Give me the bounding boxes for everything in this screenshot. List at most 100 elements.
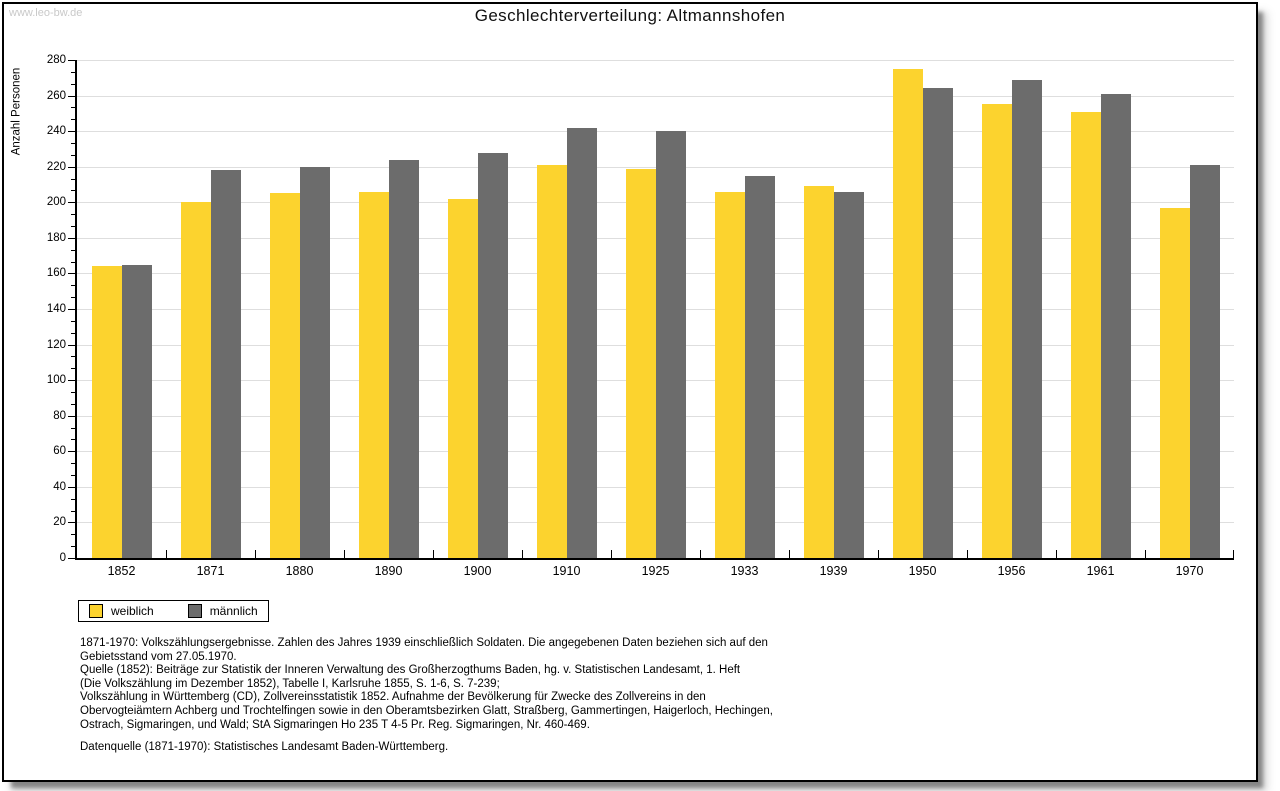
y-axis-minor-tick xyxy=(71,320,75,322)
y-axis-minor-tick xyxy=(71,178,75,180)
bar-weiblich-1871 xyxy=(180,202,211,558)
x-axis-tick xyxy=(700,550,701,558)
y-axis-minor-tick xyxy=(71,285,75,287)
bar-weiblich-1910 xyxy=(536,164,567,558)
datasource-line: Datenquelle (1871-1970): Statistisches L… xyxy=(80,741,449,753)
footer-note-line: Ostrach, Sigmaringen, und Wald; StA Sigm… xyxy=(80,718,590,731)
y-axis-tick-label: 260 xyxy=(46,89,66,102)
x-axis-tick xyxy=(878,550,879,558)
y-axis-tick xyxy=(68,415,75,417)
legend: weiblich männlich xyxy=(78,600,269,622)
y-axis-tick xyxy=(68,522,75,524)
y-axis-minor-tick xyxy=(71,214,75,216)
bar-männlich-1950 xyxy=(922,88,953,558)
x-axis-label: 1956 xyxy=(997,564,1026,578)
bar-weiblich-1890 xyxy=(358,191,389,558)
y-axis-tick xyxy=(68,380,75,382)
y-axis-minor-tick xyxy=(71,498,75,500)
x-axis-tick xyxy=(1233,550,1234,558)
y-axis-minor-tick xyxy=(71,475,75,476)
bar-männlich-1939 xyxy=(833,191,864,558)
x-axis-label: 1871 xyxy=(196,564,225,578)
x-axis-tick xyxy=(1145,550,1146,558)
bar-weiblich-1956 xyxy=(981,104,1012,558)
y-axis-minor-tick xyxy=(71,546,75,548)
bar-weiblich-1880 xyxy=(269,193,300,558)
x-axis-tick xyxy=(1056,550,1057,558)
legend-item-weiblich: weiblich xyxy=(89,604,154,618)
y-axis-tick xyxy=(68,166,75,168)
legend-swatch xyxy=(187,604,202,618)
y-axis-tick-label: 280 xyxy=(46,54,66,66)
x-axis-tick xyxy=(522,550,523,558)
y-axis-tick xyxy=(68,273,75,275)
y-axis-tick xyxy=(68,309,75,310)
x-axis-tick xyxy=(967,550,968,558)
x-axis-label: 1852 xyxy=(107,564,136,578)
y-axis-minor-tick xyxy=(71,71,75,73)
y-axis-tick-label: 120 xyxy=(46,338,66,351)
y-axis-tick xyxy=(68,558,75,559)
y-axis-minor-tick xyxy=(71,249,75,251)
legend-label-maennlich: männlich xyxy=(209,604,258,618)
gridline xyxy=(77,60,1234,61)
x-axis-tick xyxy=(255,550,256,558)
y-axis-title: Anzahl Personen xyxy=(10,67,23,156)
y-axis-tick xyxy=(68,451,75,453)
y-axis-minor-tick xyxy=(71,190,75,192)
y-axis-tick-label: 40 xyxy=(53,480,66,493)
y-axis-tick xyxy=(68,95,75,97)
bar-männlich-1871 xyxy=(210,170,241,558)
bar-männlich-1961 xyxy=(1100,93,1131,558)
y-axis-minor-tick xyxy=(71,392,75,393)
y-axis-minor-tick xyxy=(71,154,75,156)
x-axis-label: 1950 xyxy=(908,564,937,578)
bar-männlich-1933 xyxy=(744,175,775,558)
y-axis-tick-label: 0 xyxy=(59,552,66,564)
bar-weiblich-1961 xyxy=(1070,111,1101,558)
bar-männlich-1970 xyxy=(1189,164,1220,558)
y-axis-tick-label: 100 xyxy=(46,374,66,387)
y-axis-minor-tick xyxy=(71,403,75,405)
y-axis-minor-tick xyxy=(71,119,75,121)
y-axis-tick-label: 240 xyxy=(46,125,66,138)
y-axis-minor-tick xyxy=(71,143,75,144)
y-axis-minor-tick xyxy=(71,368,75,370)
bar-männlich-1900 xyxy=(477,152,508,558)
bar-männlich-1956 xyxy=(1011,79,1042,558)
bar-männlich-1910 xyxy=(566,127,597,558)
legend-item-maennlich: männlich xyxy=(187,604,258,618)
x-axis-label: 1933 xyxy=(730,564,759,578)
gridline xyxy=(77,95,1234,97)
watermark: www.leo-bw.de xyxy=(9,7,83,19)
y-axis-tick-label: 180 xyxy=(46,231,66,244)
y-axis-tick-label: 140 xyxy=(46,303,66,315)
y-axis-tick xyxy=(68,60,75,61)
x-axis-tick xyxy=(789,550,790,558)
footer-note-line: Gebietsstand vom 27.05.1970. xyxy=(80,650,237,663)
x-axis-label: 1910 xyxy=(552,564,581,578)
x-axis-label: 1939 xyxy=(819,564,848,578)
x-axis-label: 1925 xyxy=(641,564,670,578)
chart-panel: www.leo-bw.de Geschlechterverteilung: Al… xyxy=(2,2,1258,782)
bar-weiblich-1900 xyxy=(447,198,478,558)
bar-männlich-1890 xyxy=(388,159,419,558)
footer-note-line: (Die Volkszählung im Dezember 1852), Tab… xyxy=(80,677,500,690)
footer-note-line: Obervogteiämtern Achberg und Trochtelfin… xyxy=(80,704,773,717)
x-axis-label: 1880 xyxy=(285,564,314,578)
x-axis-tick xyxy=(611,550,612,558)
bar-weiblich-1970 xyxy=(1159,207,1190,558)
footer-note-line: Quelle (1852): Beiträge zur Statistik de… xyxy=(80,664,741,677)
bar-weiblich-1939 xyxy=(803,186,834,558)
y-axis-minor-tick xyxy=(71,107,75,109)
y-axis-tick-label: 200 xyxy=(46,196,66,209)
bar-männlich-1925 xyxy=(655,131,686,558)
y-axis-tick xyxy=(68,486,75,488)
bar-männlich-1880 xyxy=(299,166,330,558)
y-axis-tick xyxy=(68,237,75,239)
y-axis-minor-tick xyxy=(71,226,75,227)
x-axis-label: 1900 xyxy=(463,564,492,578)
bar-weiblich-1950 xyxy=(892,68,923,558)
y-axis-minor-tick xyxy=(71,356,75,358)
x-axis-label: 1961 xyxy=(1086,564,1115,578)
